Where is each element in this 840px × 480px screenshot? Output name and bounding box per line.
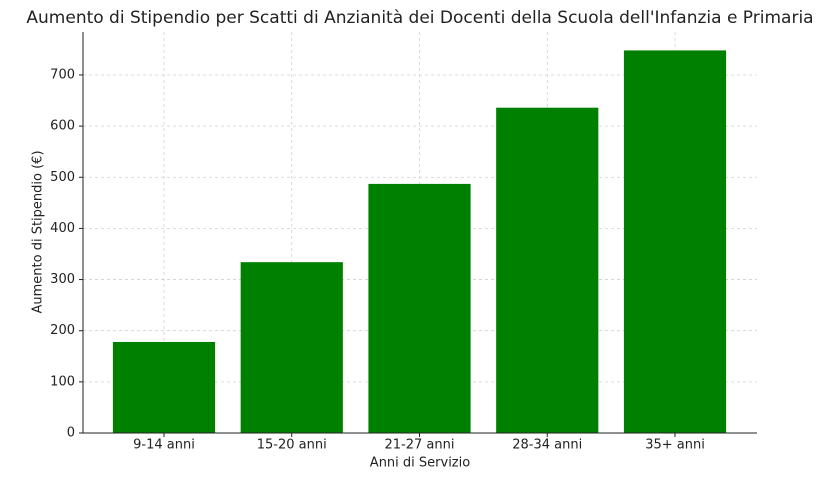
x-tick-label: 35+ anni — [645, 438, 705, 453]
y-tick-label: 700 — [50, 67, 75, 82]
bar — [368, 183, 471, 433]
x-tick-label: 15-20 anni — [257, 438, 327, 453]
x-tick-label: 9-14 anni — [133, 438, 195, 453]
chart-title: Aumento di Stipendio per Scatti di Anzia… — [26, 8, 813, 28]
y-tick-label: 600 — [50, 119, 75, 134]
y-tick-label: 200 — [50, 323, 75, 338]
y-axis-label: Aumento di Stipendio (€) — [31, 150, 46, 313]
x-tick-label: 28-34 anni — [512, 438, 582, 453]
bar — [112, 341, 216, 433]
bar — [240, 262, 343, 433]
x-tick-label: 21-27 anni — [385, 438, 455, 453]
y-tick-label: 100 — [50, 374, 75, 389]
y-tick-label: 500 — [50, 170, 75, 185]
x-axis-label: Anni di Servizio — [370, 456, 470, 471]
bar — [496, 107, 599, 434]
y-tick-label: 300 — [50, 272, 75, 287]
y-tick-label: 400 — [50, 221, 75, 236]
bar — [623, 50, 727, 433]
y-tick-label: 0 — [67, 426, 75, 441]
